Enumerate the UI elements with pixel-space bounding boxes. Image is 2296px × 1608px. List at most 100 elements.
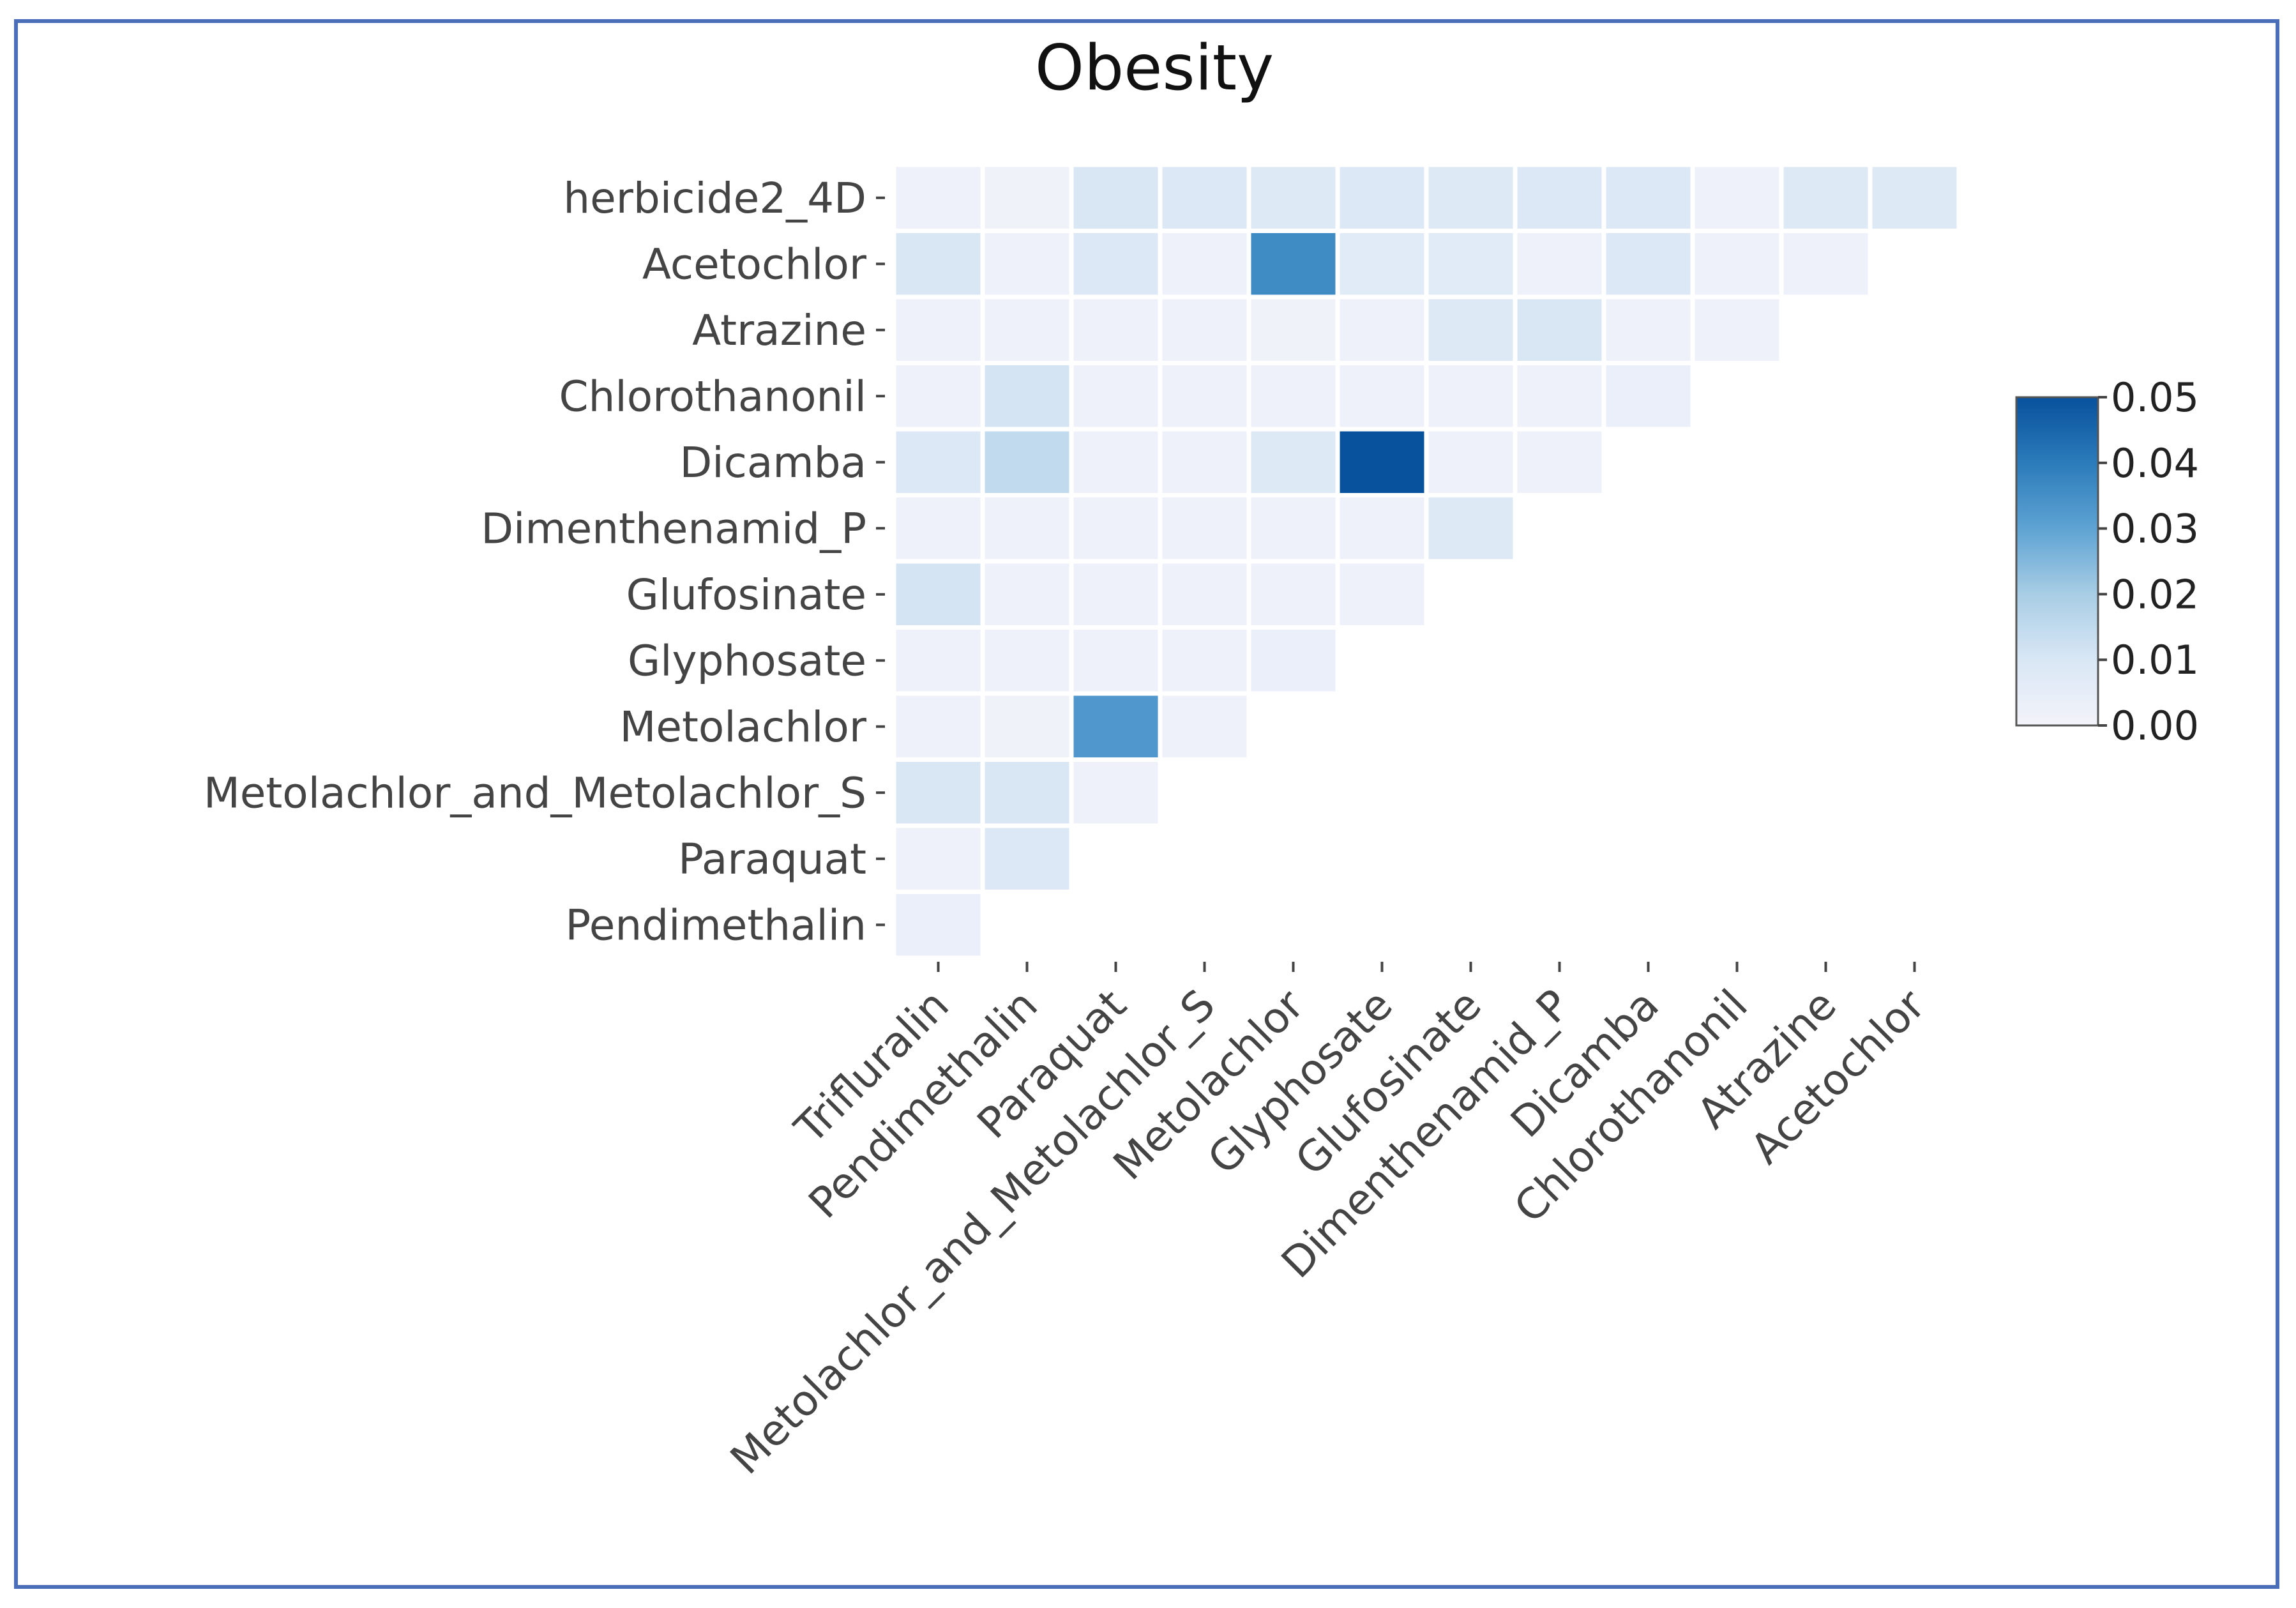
heatmap-cell [1517, 167, 1602, 229]
heatmap-cell [1073, 695, 1158, 757]
heatmap-cell [1340, 167, 1424, 229]
heatmap-cell [985, 563, 1069, 625]
heatmap-cell [1517, 431, 1602, 493]
heatmap-cell [1606, 365, 1691, 427]
heatmap-cell [1340, 299, 1424, 361]
heatmap-cell [896, 431, 981, 493]
heatmap-cell [985, 762, 1069, 824]
heatmap-cell [1695, 233, 1779, 295]
heatmap-cell [1073, 563, 1158, 625]
y-tick-label: Metolachlor_and_Metolachlor_S [204, 768, 866, 817]
heatmap-cell [1251, 233, 1336, 295]
heatmap-cell [985, 630, 1069, 692]
heatmap-cell [1162, 299, 1247, 361]
heatmap-cell [896, 695, 981, 757]
heatmap-cell [1428, 497, 1513, 559]
colorbar-tick-label: 0.00 [2111, 702, 2199, 749]
heatmap-cell [1428, 299, 1513, 361]
heatmap-cell [896, 497, 981, 559]
heatmap-cell [1073, 630, 1158, 692]
heatmap-cell [1606, 233, 1691, 295]
heatmap-cell [1162, 563, 1247, 625]
heatmap-cell [1251, 365, 1336, 427]
heatmap-cell [896, 563, 981, 625]
heatmap-cell [985, 695, 1069, 757]
colorbar-gradient [2015, 396, 2099, 727]
x-axis: TrifluralinPendimethalinParaquatMetolach… [721, 962, 1935, 1483]
y-tick-label: Paraquat [678, 835, 866, 884]
heatmap-cell [1251, 167, 1336, 229]
heatmap-cell [1251, 431, 1336, 493]
heatmap-cell [1517, 299, 1602, 361]
heatmap-cell [1162, 431, 1247, 493]
heatmap-cell [1340, 365, 1424, 427]
colorbar: 0.00 0.01 0.02 0.03 0.04 0.05 [2015, 374, 2199, 749]
heatmap-cell [896, 630, 981, 692]
heatmap-cell [985, 497, 1069, 559]
y-tick-label: Atrazine [692, 306, 866, 355]
heatmap-cell [1340, 497, 1424, 559]
heatmap-cell [1162, 167, 1247, 229]
heatmap-cell [1162, 695, 1247, 757]
colorbar-tick-label: 0.03 [2111, 506, 2199, 552]
y-tick-label: Acetochlor [642, 239, 867, 289]
y-tick-label: Dimenthenamid_P [481, 504, 866, 553]
heatmap-cell [1517, 233, 1602, 295]
y-tick-label: herbicide2_4D [563, 174, 866, 223]
heatmap-cell [1073, 497, 1158, 559]
colorbar-ticks: 0.00 0.01 0.02 0.03 0.04 0.05 [2098, 374, 2199, 749]
heatmap-cell [1073, 299, 1158, 361]
heatmap-cell [1517, 365, 1602, 427]
heatmap-cell [985, 233, 1069, 295]
colorbar-tick-label: 0.04 [2111, 440, 2199, 487]
heatmap-cell [985, 365, 1069, 427]
y-tick-label: Dicamba [679, 438, 866, 487]
heatmap-cell [1251, 563, 1336, 625]
heatmap-cell [1162, 233, 1247, 295]
heatmap-cell [896, 828, 981, 890]
heatmap-cell [1162, 365, 1247, 427]
heatmap-cell [1340, 233, 1424, 295]
heatmap-cell [1162, 630, 1247, 692]
heatmap-cell [1783, 167, 1868, 229]
heatmap-cell [1428, 167, 1513, 229]
heatmap-cell [896, 233, 981, 295]
heatmap-cell [1695, 167, 1779, 229]
heatmap-cell [985, 299, 1069, 361]
heatmap-cell [1428, 233, 1513, 295]
chart-title: Obesity [1035, 32, 1274, 105]
y-tick-label: Chlorothanonil [559, 372, 866, 421]
heatmap-cell [1428, 431, 1513, 493]
heatmap-cell [1073, 365, 1158, 427]
y-tick-label: Glufosinate [626, 570, 866, 619]
heatmap-cell [1251, 299, 1336, 361]
y-tick-label: Glyphosate [628, 636, 866, 685]
colorbar-tick-label: 0.01 [2111, 637, 2199, 683]
heatmap-cell [896, 167, 981, 229]
heatmap-cell [1073, 762, 1158, 824]
y-axis: herbicide2_4D Acetochlor Atrazine Chlorotha… [204, 174, 885, 950]
heatmap-cell [985, 828, 1069, 890]
heatmap-cell [1340, 431, 1424, 493]
heatmap-cells [896, 167, 1957, 956]
y-tick-label: Pendimethalin [565, 900, 866, 950]
heatmap-cell [1783, 233, 1868, 295]
heatmap-cell [1428, 365, 1513, 427]
y-tick-label: Metolachlor [619, 702, 866, 752]
heatmap-cell [1073, 431, 1158, 493]
heatmap-cell [896, 762, 981, 824]
heatmap-cell [1606, 299, 1691, 361]
heatmap-cell [1073, 233, 1158, 295]
heatmap-cell [1251, 630, 1336, 692]
heatmap-cell [1073, 167, 1158, 229]
heatmap-cell [1606, 167, 1691, 229]
colorbar-tick-label: 0.05 [2111, 374, 2199, 421]
heatmap-cell [985, 167, 1069, 229]
heatmap-cell [896, 365, 981, 427]
heatmap-cell [896, 894, 981, 956]
heatmap-cell [1695, 299, 1779, 361]
heatmap-cell [896, 299, 981, 361]
heatmap-cell [1340, 563, 1424, 625]
colorbar-tick-label: 0.02 [2111, 571, 2199, 618]
